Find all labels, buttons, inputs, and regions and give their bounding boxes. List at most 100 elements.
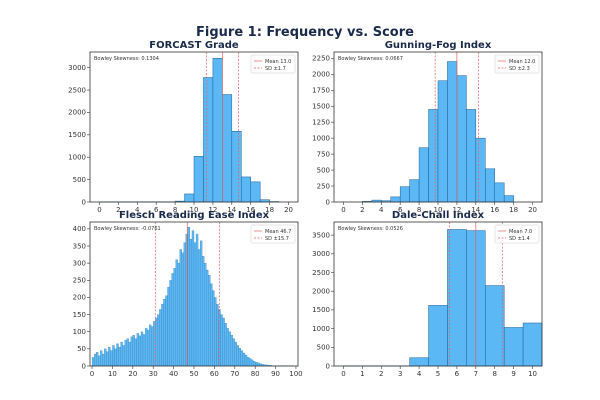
bar bbox=[447, 229, 467, 367]
y-tick-label: 0 bbox=[326, 362, 330, 370]
x-tick-label: 8 bbox=[173, 206, 177, 214]
x-tick-label: 0 bbox=[341, 370, 345, 378]
bar bbox=[224, 323, 227, 367]
y-tick-label: 500 bbox=[73, 176, 86, 184]
x-tick-label: 20 bbox=[284, 206, 293, 214]
x-tick-label: 4 bbox=[379, 206, 384, 214]
bar bbox=[253, 361, 256, 367]
bar bbox=[485, 285, 505, 367]
bars bbox=[91, 227, 295, 367]
bar bbox=[142, 334, 146, 367]
y-tick-label: 100 bbox=[73, 328, 86, 336]
chart-title: Gunning-Fog Index bbox=[385, 40, 492, 51]
bar bbox=[212, 58, 223, 203]
bar bbox=[147, 329, 150, 367]
bar bbox=[169, 280, 172, 367]
y-axis: 0 500 1000 1500 2000 2500 3000 3500 bbox=[312, 231, 334, 370]
x-tick-label: 10 bbox=[190, 206, 199, 214]
x-tick-label: 10 bbox=[528, 370, 537, 378]
bar bbox=[522, 322, 543, 367]
x-tick-label: 2 bbox=[360, 206, 364, 214]
legend-box bbox=[250, 54, 296, 74]
bar bbox=[418, 147, 429, 203]
y-tick-label: 2000 bbox=[312, 71, 330, 79]
bar bbox=[466, 109, 477, 203]
bar bbox=[222, 317, 225, 367]
x-tick-label: 20 bbox=[528, 206, 537, 214]
bar bbox=[120, 341, 123, 367]
x-tick-label: 10 bbox=[434, 206, 443, 214]
x-tick-label: 14 bbox=[471, 206, 480, 214]
bar bbox=[165, 295, 168, 367]
skewness-annotation: Bowley Skewness: -0.0761 bbox=[94, 226, 161, 232]
bar bbox=[171, 273, 174, 367]
bar bbox=[173, 268, 176, 367]
y-tick-label: 1000 bbox=[312, 325, 330, 333]
bar bbox=[197, 249, 201, 367]
figure-title: Figure 1: Frequency vs. Score bbox=[196, 25, 414, 40]
bar bbox=[183, 242, 186, 367]
bar bbox=[116, 343, 119, 367]
y-tick-label: 300 bbox=[73, 259, 86, 267]
x-tick-label: 12 bbox=[208, 206, 217, 214]
y-tick-label: 1250 bbox=[312, 119, 330, 127]
legend: Mean 12.0SD ±2.3 bbox=[494, 54, 540, 74]
bar bbox=[232, 338, 235, 367]
y-tick-label: 0 bbox=[82, 198, 86, 206]
y-tick-label: 1750 bbox=[312, 87, 330, 95]
bar bbox=[132, 335, 135, 367]
bar bbox=[475, 137, 486, 203]
y-tick-label: 250 bbox=[317, 182, 330, 190]
bar bbox=[210, 283, 213, 367]
bar bbox=[187, 227, 191, 367]
x-tick-label: 8 bbox=[492, 370, 496, 378]
bar bbox=[124, 340, 127, 367]
legend-box bbox=[250, 224, 296, 244]
legend-mean-label: Mean 7.0 bbox=[509, 229, 532, 235]
bar bbox=[149, 324, 152, 367]
bar bbox=[128, 341, 131, 367]
y-tick-label: 400 bbox=[73, 225, 86, 233]
bar bbox=[193, 156, 204, 203]
bar bbox=[228, 331, 231, 367]
bar bbox=[112, 345, 115, 367]
bar bbox=[216, 304, 219, 367]
bar bbox=[231, 131, 242, 203]
bar bbox=[214, 297, 217, 367]
bar bbox=[157, 314, 160, 367]
bar bbox=[244, 354, 248, 367]
y-tick-label: 2000 bbox=[312, 287, 330, 295]
bar bbox=[191, 230, 195, 367]
bar bbox=[251, 359, 254, 367]
y-tick-label: 500 bbox=[317, 344, 330, 352]
legend-sd-label: SD ±1.4 bbox=[509, 236, 530, 242]
x-tick-label: 60 bbox=[210, 370, 219, 378]
x-tick-label: 2 bbox=[379, 370, 383, 378]
y-tick-label: 350 bbox=[73, 242, 86, 250]
x-tick-label: 3 bbox=[398, 370, 402, 378]
y-tick-label: 3500 bbox=[312, 231, 330, 239]
bar bbox=[208, 275, 211, 367]
x-axis: 0 2 4 6 8 10 12 14 16 18 20 bbox=[341, 202, 537, 214]
x-axis: 0 10 20 30 40 50 60 70 80 90 100 bbox=[90, 366, 303, 378]
x-tick-label: 40 bbox=[169, 370, 178, 378]
bar bbox=[250, 181, 261, 203]
bar bbox=[203, 77, 214, 203]
x-tick-label: 0 bbox=[97, 206, 101, 214]
legend-sd-label: SD ±1.7 bbox=[265, 66, 286, 72]
legend: Mean 7.0SD ±1.4 bbox=[494, 224, 540, 244]
chart-panel-3: Flesch Reading Ease Index 0 10 20 30 40 50 60 70… bbox=[73, 210, 303, 378]
bar bbox=[494, 182, 505, 203]
bar bbox=[108, 347, 111, 367]
x-tick-label: 30 bbox=[149, 370, 158, 378]
x-tick-label: 18 bbox=[509, 206, 518, 214]
bar bbox=[238, 348, 242, 367]
legend-sd-label: SD ±15.7 bbox=[265, 236, 289, 242]
y-tick-label: 1500 bbox=[68, 131, 86, 139]
legend-sd-label: SD ±2.3 bbox=[509, 66, 530, 72]
legend-box bbox=[494, 224, 540, 244]
bar bbox=[437, 80, 448, 203]
bar bbox=[257, 362, 260, 367]
x-tick-label: 14 bbox=[227, 206, 236, 214]
